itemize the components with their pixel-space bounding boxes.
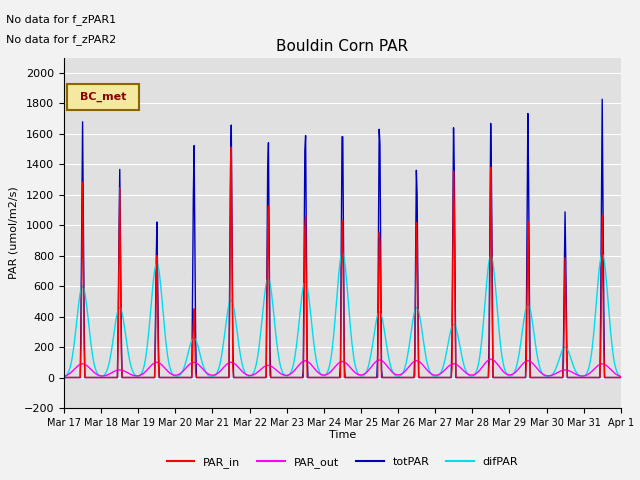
PAR_in bbox=[214, 375, 221, 381]
X-axis label: Time: Time bbox=[329, 431, 356, 441]
FancyBboxPatch shape bbox=[67, 84, 139, 110]
PAR_out bbox=[70, 367, 78, 372]
totPAR bbox=[70, 375, 78, 381]
difPAR bbox=[214, 369, 221, 375]
PAR_in bbox=[60, 375, 68, 381]
difPAR bbox=[428, 371, 435, 377]
totPAR bbox=[617, 375, 625, 381]
totPAR bbox=[184, 375, 192, 381]
totPAR bbox=[426, 375, 434, 381]
PAR_out bbox=[214, 371, 221, 376]
PAR_out bbox=[184, 363, 192, 369]
PAR_in bbox=[411, 372, 419, 378]
PAR_out bbox=[60, 373, 68, 379]
PAR_in bbox=[184, 375, 192, 381]
Line: PAR_in: PAR_in bbox=[64, 147, 621, 378]
Text: BC_met: BC_met bbox=[80, 92, 126, 102]
difPAR bbox=[70, 342, 78, 348]
PAR_out bbox=[487, 356, 495, 362]
difPAR bbox=[127, 364, 135, 370]
totPAR bbox=[127, 375, 135, 381]
PAR_out bbox=[127, 372, 135, 378]
PAR_out bbox=[410, 359, 418, 364]
difPAR bbox=[411, 308, 419, 313]
Line: difPAR: difPAR bbox=[64, 253, 621, 377]
PAR_out bbox=[617, 373, 625, 379]
Legend: PAR_in, PAR_out, totPAR, difPAR: PAR_in, PAR_out, totPAR, difPAR bbox=[162, 453, 523, 472]
Y-axis label: PAR (umol/m2/s): PAR (umol/m2/s) bbox=[8, 186, 18, 279]
difPAR bbox=[60, 374, 68, 380]
totPAR bbox=[60, 375, 68, 381]
totPAR bbox=[214, 375, 221, 381]
totPAR bbox=[410, 375, 418, 381]
Text: No data for f_zPAR2: No data for f_zPAR2 bbox=[6, 34, 116, 45]
Text: No data for f_zPAR1: No data for f_zPAR1 bbox=[6, 14, 116, 25]
PAR_out bbox=[426, 370, 434, 376]
Line: PAR_out: PAR_out bbox=[64, 359, 621, 376]
PAR_in bbox=[227, 144, 235, 150]
difPAR bbox=[184, 351, 192, 357]
PAR_in bbox=[127, 375, 135, 381]
difPAR bbox=[617, 374, 625, 380]
Title: Bouldin Corn PAR: Bouldin Corn PAR bbox=[276, 39, 408, 54]
totPAR bbox=[598, 96, 606, 102]
Line: totPAR: totPAR bbox=[64, 99, 621, 378]
PAR_in bbox=[617, 375, 625, 381]
PAR_in bbox=[70, 375, 78, 381]
difPAR bbox=[338, 250, 346, 256]
PAR_in bbox=[428, 375, 435, 381]
